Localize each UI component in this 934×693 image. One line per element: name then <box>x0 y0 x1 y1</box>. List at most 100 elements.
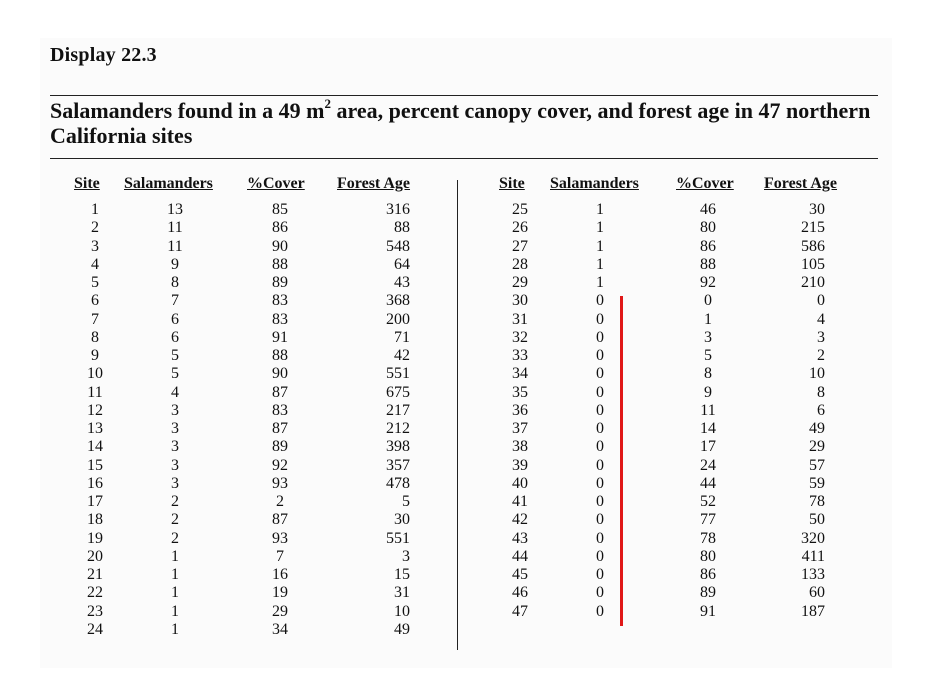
left-cell-site: 12 <box>87 401 103 419</box>
right-cell-forest-age: 49 <box>809 420 825 437</box>
right-cell-site: 30 <box>512 292 528 310</box>
right-cell-site: 39 <box>512 456 528 474</box>
right-cell-salamanders: 0 <box>596 529 604 547</box>
left-cell-forest-age: 88 <box>394 219 410 237</box>
right-cell-site: 45 <box>512 566 528 583</box>
left-cell-forest-age: 5 <box>402 493 410 510</box>
title-text-end: area, percent canopy cover, and forest a… <box>50 98 871 148</box>
right-cell-site: 36 <box>512 401 528 419</box>
left-cell-forest-age: 64 <box>394 255 410 273</box>
left-cell-salamanders: 8 <box>171 274 179 291</box>
left-cell-salamanders: 3 <box>171 401 179 419</box>
right-cell-cover: 80 <box>700 219 716 237</box>
right-cell-site: 37 <box>512 420 528 437</box>
right-cell-forest-age: 78 <box>809 493 825 510</box>
left-cell-cover: 87 <box>272 383 288 401</box>
right-cell-forest-age: 60 <box>809 584 825 602</box>
right-cell-cover: 77 <box>700 511 716 529</box>
right-cell-site: 25 <box>512 201 528 218</box>
left-cell-salamanders: 9 <box>171 255 179 273</box>
column-divider <box>457 180 458 650</box>
left-cell-site: 9 <box>91 347 99 364</box>
left-cell-site: 8 <box>91 328 99 346</box>
left-header-site: Site <box>74 175 100 192</box>
left-cell-forest-age: 217 <box>386 401 410 419</box>
right-header-site: Site <box>499 175 525 192</box>
right-cell-salamanders: 0 <box>596 347 604 364</box>
left-cell-site: 15 <box>87 456 103 474</box>
left-cell-forest-age: 71 <box>394 328 410 346</box>
right-cell-cover: 9 <box>704 383 712 401</box>
right-cell-site: 26 <box>512 219 528 237</box>
right-cell-cover: 14 <box>700 420 716 437</box>
title-bottom-rule <box>50 158 878 159</box>
right-cell-cover: 8 <box>704 365 712 383</box>
left-cell-site: 5 <box>91 274 99 291</box>
left-cell-salamanders: 1 <box>171 547 179 565</box>
right-cell-forest-age: 29 <box>809 438 825 456</box>
left-cell-site: 21 <box>87 566 103 583</box>
right-cell-salamanders: 0 <box>596 383 604 401</box>
left-cell-forest-age: 551 <box>386 365 410 383</box>
left-cell-salamanders: 1 <box>171 620 179 638</box>
right-cell-site: 27 <box>512 237 528 255</box>
left-cell-salamanders: 13 <box>167 201 183 218</box>
left-cell-forest-age: 43 <box>394 274 410 291</box>
right-cell-forest-age: 6 <box>817 401 825 419</box>
right-cell-site: 32 <box>512 328 528 346</box>
right-cell-forest-age: 187 <box>801 602 825 620</box>
left-cell-forest-age: 357 <box>386 456 410 474</box>
left-cell-forest-age: 10 <box>394 602 410 620</box>
left-cell-salamanders: 1 <box>171 602 179 620</box>
right-cell-cover: 78 <box>700 529 716 547</box>
right-cell-salamanders: 1 <box>596 237 604 255</box>
left-cell-cover: 92 <box>272 456 288 474</box>
right-cell-salamanders: 0 <box>596 310 604 328</box>
right-cell-forest-age: 30 <box>809 201 825 218</box>
left-cell-forest-age: 42 <box>394 347 410 364</box>
right-cell-forest-age: 320 <box>801 529 825 547</box>
right-cell-salamanders: 0 <box>596 602 604 620</box>
title-text-start: Salamanders found in a 49 m <box>50 98 325 123</box>
left-cell-cover: 88 <box>272 347 288 364</box>
right-cell-forest-age: 59 <box>809 474 825 492</box>
left-cell-cover: 87 <box>272 511 288 529</box>
left-cell-cover: 16 <box>272 566 288 583</box>
right-cell-site: 35 <box>512 383 528 401</box>
right-cell-site: 42 <box>512 511 528 529</box>
left-cell-forest-age: 316 <box>386 201 410 218</box>
left-cell-cover: 88 <box>272 255 288 273</box>
right-cell-salamanders: 1 <box>596 219 604 237</box>
left-cell-forest-age: 398 <box>386 438 410 456</box>
right-cell-salamanders: 0 <box>596 566 604 583</box>
left-cell-cover: 89 <box>272 274 288 291</box>
right-cell-cover: 0 <box>704 292 712 310</box>
left-cell-cover: 19 <box>272 584 288 602</box>
right-cell-cover: 89 <box>700 584 716 602</box>
right-cell-forest-age: 215 <box>801 219 825 237</box>
right-cell-cover: 11 <box>700 401 716 419</box>
right-cell-salamanders: 0 <box>596 547 604 565</box>
left-cell-cover: 83 <box>272 292 288 310</box>
right-cell-cover: 46 <box>700 201 716 218</box>
left-cell-site: 2 <box>91 219 99 237</box>
left-cell-forest-age: 212 <box>386 420 410 437</box>
left-header-salamanders: Salamanders <box>124 175 213 192</box>
right-cell-forest-age: 4 <box>817 310 825 328</box>
right-cell-cover: 86 <box>700 566 716 583</box>
right-cell-cover: 80 <box>700 547 716 565</box>
left-cell-site: 23 <box>87 602 103 620</box>
right-cell-salamanders: 0 <box>596 401 604 419</box>
right-cell-cover: 91 <box>700 602 716 620</box>
left-cell-forest-age: 478 <box>386 474 410 492</box>
right-cell-salamanders: 0 <box>596 420 604 437</box>
left-cell-forest-age: 15 <box>394 566 410 583</box>
left-cell-salamanders: 6 <box>171 328 179 346</box>
left-cell-salamanders: 2 <box>171 493 179 510</box>
left-cell-forest-age: 31 <box>394 584 410 602</box>
right-cell-salamanders: 0 <box>596 438 604 456</box>
left-cell-salamanders: 3 <box>171 420 179 437</box>
table-title: Salamanders found in a 49 m2 area, perce… <box>50 97 880 148</box>
right-cell-site: 43 <box>512 529 528 547</box>
left-cell-site: 18 <box>87 511 103 529</box>
